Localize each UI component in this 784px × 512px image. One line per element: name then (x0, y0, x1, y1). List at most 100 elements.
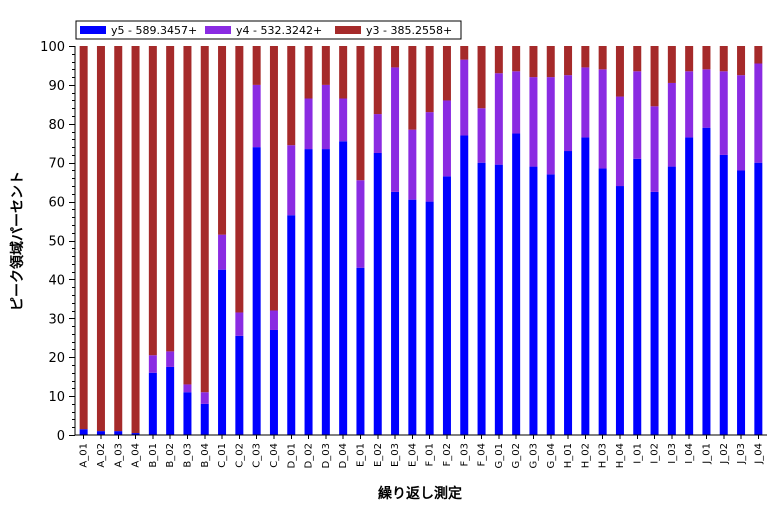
bar-segment-I_03-series-3 (667, 46, 676, 83)
bar-segment-I_03-series-1 (667, 166, 676, 435)
bar-segment-D_04-series-1 (339, 141, 348, 435)
legend-label: y4 - 532.3242+ (236, 24, 322, 37)
bar-segment-E_04-series-2 (408, 129, 417, 200)
x-tick-label: E_01 (355, 443, 366, 467)
bar-segment-F_03-series-1 (460, 135, 469, 435)
bar-segment-H_02-series-1 (581, 137, 590, 436)
x-tick-label: D_02 (304, 443, 315, 468)
bar-segment-C_04-series-3 (269, 46, 278, 311)
bar-segment-E_03-series-2 (391, 67, 400, 192)
bar-segment-B_01-series-3 (148, 46, 157, 356)
bar-segment-C_04-series-1 (269, 329, 278, 435)
bar-segment-C_03-series-2 (252, 84, 261, 148)
bar-segment-G_02-series-3 (512, 46, 521, 72)
bar-segment-I_02-series-2 (650, 106, 659, 192)
bar-segment-D_01-series-3 (287, 46, 296, 146)
x-tick-label: I_04 (684, 443, 695, 464)
bar-segment-B_02-series-2 (166, 351, 175, 367)
bar-segment-B_02-series-3 (166, 46, 175, 352)
x-tick-label: A_02 (96, 443, 107, 468)
x-tick-label: D_04 (338, 443, 349, 468)
bar-segment-G_02-series-2 (512, 71, 521, 134)
bar-segment-H_03-series-1 (598, 168, 607, 435)
bar-segment-D_04-series-3 (339, 46, 348, 99)
bar-segment-C_03-series-1 (252, 147, 261, 435)
bar-segment-B_01-series-1 (148, 372, 157, 435)
x-tick-label: F_03 (459, 443, 470, 466)
bar-segment-G_03-series-2 (529, 77, 538, 167)
bar-segment-J_04-series-1 (754, 162, 763, 435)
bar-segment-C_02-series-1 (235, 335, 244, 435)
bar-segment-D_02-series-2 (304, 98, 313, 150)
x-tick-label: I_03 (667, 443, 678, 464)
bar-segment-B_03-series-3 (183, 46, 192, 385)
bar-segment-J_03-series-3 (737, 46, 746, 76)
legend-swatch (80, 26, 106, 34)
bar-segment-B_04-series-2 (200, 392, 209, 404)
x-tick-label: J_01 (701, 443, 712, 465)
bar-segment-E_01-series-3 (356, 46, 365, 181)
bar-segment-C_04-series-2 (269, 310, 278, 330)
bar-segment-G_03-series-3 (529, 46, 538, 78)
x-tick-label: H_04 (615, 443, 626, 468)
bar-segment-D_03-series-1 (321, 149, 330, 435)
bar-segment-I_02-series-3 (650, 46, 659, 107)
bar-segment-E_04-series-1 (408, 199, 417, 435)
bar-segment-G_04-series-3 (546, 46, 555, 78)
bar-segment-F_01-series-2 (425, 112, 434, 202)
x-tick-label: F_04 (477, 443, 488, 466)
bar-segment-B_01-series-2 (148, 355, 157, 373)
bar-segment-H_02-series-3 (581, 46, 590, 68)
bar-segment-G_03-series-1 (529, 166, 538, 435)
bar-segment-F_03-series-3 (460, 46, 469, 60)
bar-segment-F_04-series-2 (477, 108, 486, 163)
bar-segment-E_02-series-1 (373, 152, 382, 436)
x-tick-label: B_04 (200, 443, 211, 468)
bar-segment-H_04-series-2 (615, 96, 624, 187)
bar-segment-H_04-series-3 (615, 46, 624, 97)
bar-segment-B_03-series-1 (183, 392, 192, 435)
legend-label: y3 - 385.2558+ (366, 24, 452, 37)
x-tick-label: A_03 (113, 443, 124, 468)
bar-segment-H_02-series-2 (581, 67, 590, 138)
y-tick-label: 60 (48, 196, 65, 211)
bar-segment-D_04-series-2 (339, 98, 348, 142)
x-tick-label: A_01 (79, 443, 90, 468)
bar-segment-J_02-series-1 (719, 154, 728, 436)
bar-segment-B_04-series-1 (200, 403, 209, 435)
bar-segment-G_01-series-1 (494, 164, 503, 435)
bar-segment-I_01-series-2 (633, 71, 642, 159)
bar-segment-C_01-series-3 (218, 46, 227, 235)
x-tick-label: E_04 (407, 443, 418, 467)
bar-segment-J_04-series-3 (754, 46, 763, 64)
bar-segment-C_03-series-3 (252, 46, 261, 85)
bar-segment-B_02-series-1 (166, 366, 175, 435)
bar-segment-J_03-series-1 (737, 170, 746, 436)
bar-segment-H_03-series-3 (598, 46, 607, 70)
bar-segment-B_04-series-3 (200, 46, 209, 393)
x-tick-label: F_01 (425, 443, 436, 466)
y-tick-label: 10 (48, 390, 65, 405)
x-tick-label: G_03 (528, 443, 539, 468)
bar-segment-D_02-series-3 (304, 46, 313, 99)
bar-segment-E_03-series-3 (391, 46, 400, 68)
bar-segment-D_03-series-2 (321, 84, 330, 150)
bar-segment-J_01-series-1 (702, 127, 711, 435)
bars-layer (79, 46, 763, 436)
bar-segment-C_01-series-2 (218, 234, 227, 270)
x-tick-label: I_02 (650, 443, 661, 464)
bar-segment-E_01-series-1 (356, 267, 365, 435)
bar-segment-A_01-series-3 (79, 46, 88, 430)
bar-segment-J_01-series-3 (702, 46, 711, 70)
x-tick-label: I_01 (632, 443, 643, 464)
bar-segment-F_04-series-3 (477, 46, 486, 109)
x-tick-label: C_03 (252, 443, 263, 468)
x-tick-label: J_02 (719, 443, 730, 465)
x-tick-label: J_03 (736, 443, 747, 465)
y-tick-label: 30 (48, 312, 65, 327)
bar-segment-H_01-series-3 (564, 46, 573, 76)
bar-segment-I_02-series-1 (650, 191, 659, 436)
y-tick-label: 0 (57, 429, 65, 444)
bar-segment-D_01-series-1 (287, 215, 296, 435)
